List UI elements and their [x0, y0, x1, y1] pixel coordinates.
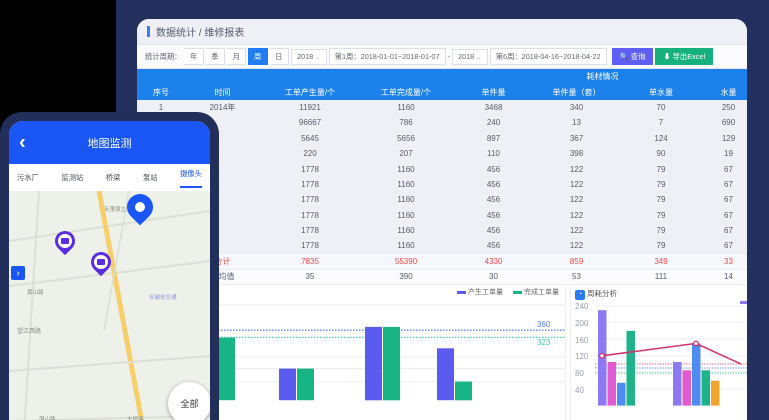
svg-text:望江西路: 望江西路: [17, 327, 41, 335]
svg-text:安徽省交通: 安徽省交通: [149, 293, 177, 301]
svg-text:120: 120: [575, 352, 589, 361]
svg-text:40: 40: [575, 386, 584, 395]
svg-text:160: 160: [575, 336, 589, 345]
svg-text:200: 200: [575, 319, 589, 328]
svg-text:80: 80: [575, 369, 584, 378]
svg-text:360: 360: [537, 320, 551, 329]
svg-text:240: 240: [575, 302, 589, 311]
svg-text:323: 323: [537, 338, 551, 347]
svg-text:黄山路: 黄山路: [27, 288, 44, 296]
